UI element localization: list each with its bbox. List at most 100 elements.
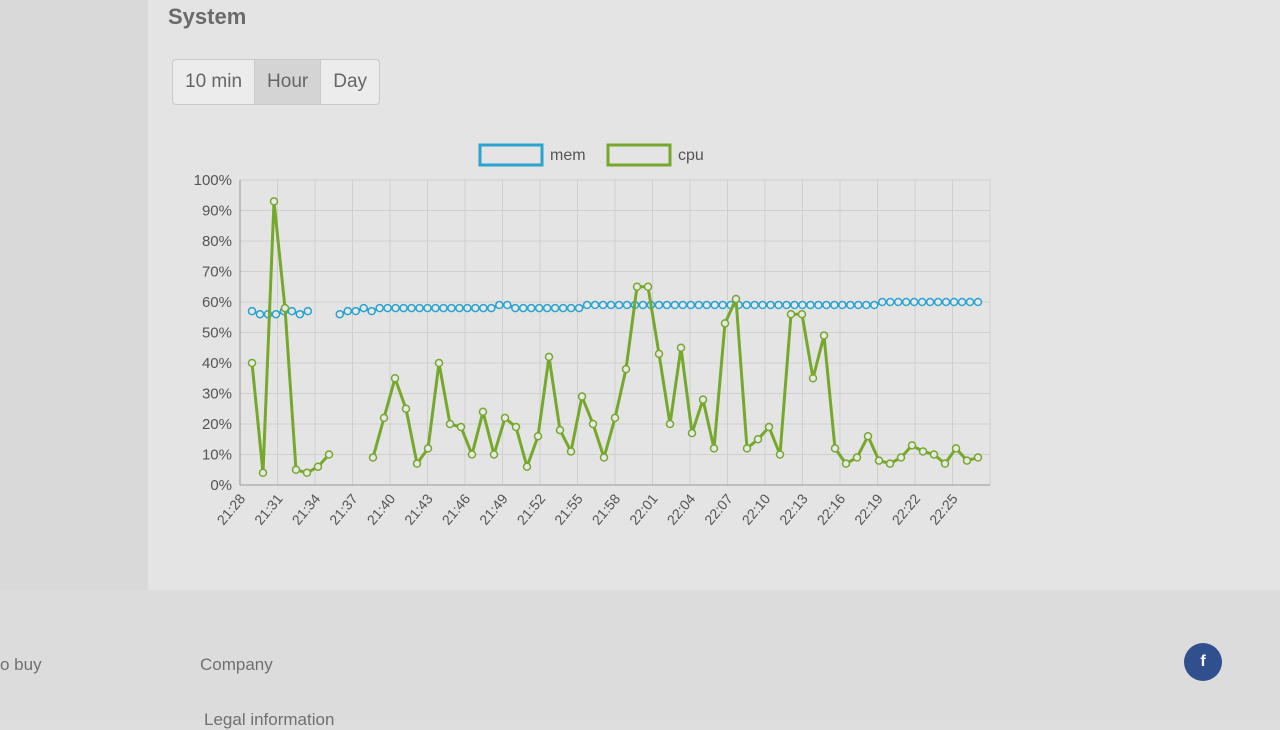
footer-buy-link[interactable]: o buy [0, 655, 42, 674]
footer-legal-link[interactable]: Legal information [204, 710, 335, 729]
range-10min-button[interactable]: 10 min [173, 60, 256, 104]
data-point-mem [838, 300, 847, 310]
data-point-mem [638, 300, 648, 310]
data-point-cpu [489, 450, 499, 459]
data-point-cpu [610, 413, 620, 423]
data-point-cpu [896, 453, 906, 462]
y-tick-label: 60% [202, 294, 232, 311]
data-point-mem [255, 309, 265, 319]
y-tick-label: 80% [202, 233, 232, 250]
section-title: System [168, 4, 247, 29]
data-point-mem [519, 303, 528, 313]
data-point-mem [814, 300, 823, 310]
data-point-cpu [566, 447, 576, 456]
y-tick-label: 50% [202, 325, 232, 342]
facebook-icon[interactable]: f [1184, 643, 1222, 681]
y-tick-label: 90% [202, 203, 232, 220]
data-point-cpu [368, 453, 378, 462]
x-tick-label: 21:49 [476, 490, 511, 527]
x-tick-label: 22:01 [626, 490, 661, 527]
data-point-cpu [764, 422, 774, 432]
left-gutter [0, 0, 149, 590]
data-point-mem [686, 300, 696, 310]
legend-swatch-mem [478, 143, 544, 167]
x-tick-label: 21:43 [401, 490, 436, 527]
data-point-cpu [687, 428, 697, 438]
data-point-mem [606, 300, 616, 310]
data-point-cpu [302, 468, 312, 478]
data-point-cpu [918, 447, 928, 456]
range-hour-button[interactable]: Hour [255, 60, 322, 104]
data-point-mem [526, 303, 536, 313]
y-tick-label: 40% [202, 355, 232, 372]
data-point-mem [479, 303, 488, 313]
x-tick-label: 21:34 [289, 490, 324, 527]
data-point-mem [534, 303, 544, 313]
data-point-mem [862, 300, 871, 310]
data-point-mem [830, 300, 839, 310]
x-tick-label: 21:40 [364, 490, 399, 527]
data-point-cpu [313, 462, 323, 471]
data-point-mem [375, 303, 384, 313]
data-point-cpu [654, 349, 664, 359]
data-point-mem [423, 303, 432, 313]
x-tick-label: 22:25 [926, 490, 961, 527]
data-point-cpu [753, 435, 763, 444]
data-point-cpu [929, 450, 939, 459]
x-tick-label: 22:16 [814, 490, 849, 527]
data-point-mem [447, 303, 456, 313]
data-point-cpu [951, 444, 961, 453]
data-point-mem [670, 300, 680, 310]
range-day-button[interactable]: Day [333, 71, 368, 92]
time-range-group: 10 min Hour Day [172, 59, 381, 105]
data-point-mem [973, 297, 983, 307]
footer-company-link[interactable]: Company [200, 655, 273, 674]
data-point-cpu [841, 459, 851, 468]
data-point-mem [718, 300, 727, 310]
data-point-cpu [962, 456, 972, 465]
data-point-cpu [324, 450, 334, 459]
data-point-mem [774, 300, 783, 310]
system-chart: 0% 10% 20% 30% 40% 50% 60% 70% 80% 90% 100% 21:28 21… [170, 130, 1010, 555]
data-point-cpu [401, 404, 411, 413]
data-point-cpu [247, 358, 257, 368]
data-point-cpu [786, 309, 796, 319]
data-point-mem [885, 297, 895, 307]
legend-label-cpu: cpu [678, 147, 704, 164]
data-point-mem [503, 300, 512, 310]
data-point-mem [391, 303, 400, 313]
data-point-mem [878, 297, 887, 307]
data-point-mem [870, 300, 879, 310]
y-tick-label: 70% [202, 264, 232, 281]
data-point-cpu [280, 303, 290, 313]
data-point-mem [957, 297, 967, 307]
x-tick-label: 21:31 [251, 490, 286, 527]
data-point-cpu [478, 407, 488, 417]
data-point-cpu [544, 352, 554, 362]
data-point-mem [367, 306, 376, 316]
data-point-mem [574, 303, 584, 313]
x-tick-label: 21:37 [326, 490, 361, 527]
x-tick-label: 22:19 [851, 490, 886, 527]
data-point-cpu [698, 395, 708, 404]
data-point-mem [614, 300, 624, 310]
data-point-cpu [797, 309, 807, 319]
data-point-mem [901, 297, 911, 307]
x-tick-label: 21:58 [589, 490, 624, 527]
data-point-cpu [632, 282, 642, 291]
data-point-cpu [852, 453, 862, 462]
data-point-mem [343, 306, 352, 316]
data-point-cpu [940, 459, 950, 468]
data-point-cpu [434, 358, 444, 368]
data-point-mem [893, 297, 903, 307]
data-point-mem [965, 297, 975, 307]
x-tick-label: 22:22 [889, 490, 924, 527]
footer [0, 590, 1280, 720]
data-point-mem [766, 300, 775, 310]
data-point-cpu [577, 392, 587, 401]
chart-svg: 0%10%20%30%40%50%60%70%80%90%100%21:28 21… [194, 143, 991, 528]
data-point-mem [590, 300, 600, 310]
data-point-mem [303, 306, 313, 316]
x-tick-label: 22:13 [776, 490, 811, 527]
data-point-cpu [643, 282, 653, 291]
